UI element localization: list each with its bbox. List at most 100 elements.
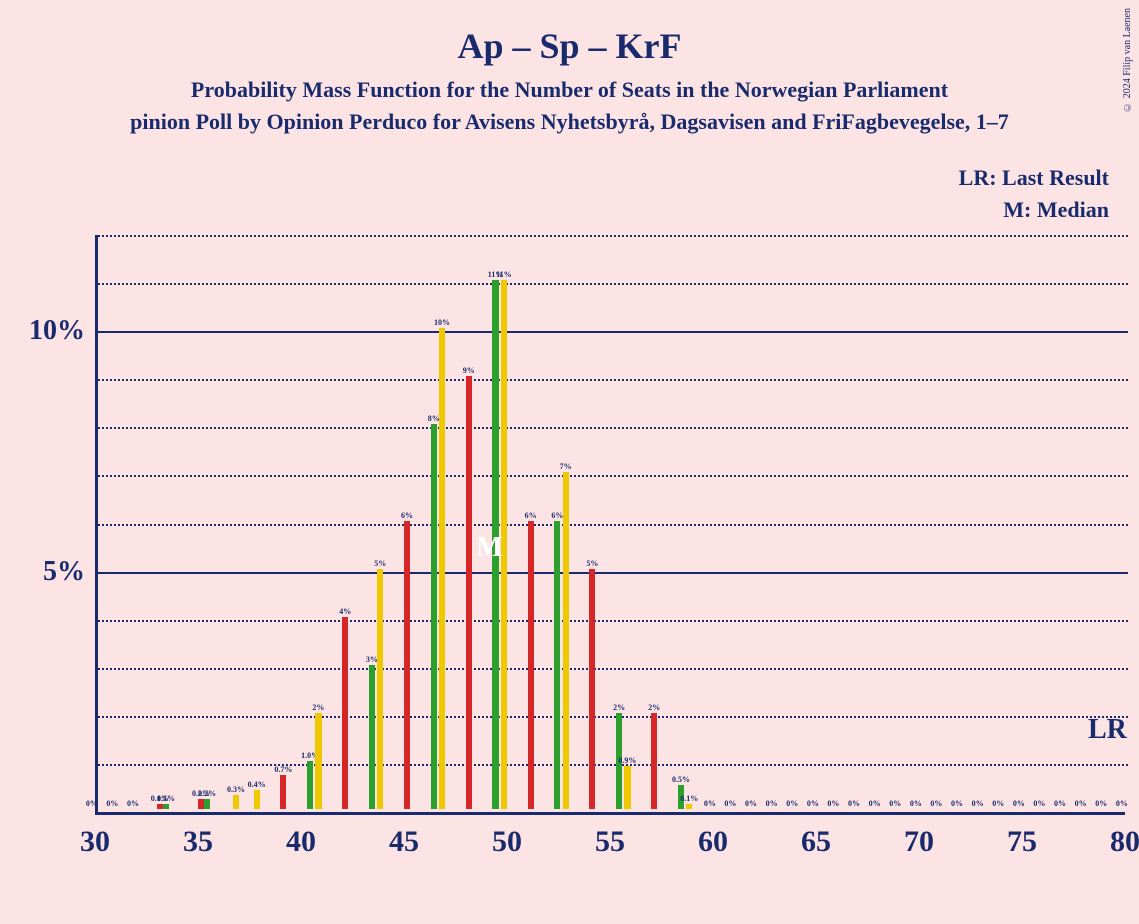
bar-value-label: 10% [434, 318, 450, 327]
bar-value-label: 0% [106, 799, 118, 808]
grid-minor [98, 379, 1128, 381]
bar [554, 521, 560, 810]
bar-value-label: 0% [869, 799, 881, 808]
x-tick-label: 45 [389, 825, 419, 859]
x-tick-label: 80 [1110, 825, 1139, 859]
median-marker: M [476, 532, 502, 564]
bar-value-label: 0% [766, 799, 778, 808]
grid-minor [98, 620, 1128, 622]
bar-value-label: 0% [807, 799, 819, 808]
copyright: © 2024 Filip van Laenen [1122, 8, 1133, 112]
bar-value-label: 0% [889, 799, 901, 808]
lr-marker: LR [1088, 714, 1127, 746]
bar-value-label: 2% [312, 703, 324, 712]
x-tick-label: 60 [698, 825, 728, 859]
x-tick-label: 35 [183, 825, 213, 859]
bar-value-label: 9% [463, 366, 475, 375]
bar-value-label: 2% [613, 703, 625, 712]
grid-minor [98, 668, 1128, 670]
bar-value-label: 0% [827, 799, 839, 808]
bar [431, 424, 437, 809]
y-tick-label: 5% [43, 556, 85, 588]
x-tick-label: 55 [595, 825, 625, 859]
bar [307, 761, 313, 809]
bar [233, 795, 239, 809]
bar [204, 799, 210, 809]
plot: 0%0%0%0.1%0.1%0.2%0.2%0.3%0.4%0.7%1.0%2%… [95, 235, 1125, 815]
grid-minor [98, 283, 1128, 285]
bar-value-label: 0% [1095, 799, 1107, 808]
chart-title: Ap – Sp – KrF [0, 0, 1139, 67]
bar-value-label: 5% [374, 559, 386, 568]
legend-m: M: Median [959, 197, 1109, 223]
bar-value-label: 0.1% [157, 794, 175, 803]
bar-value-label: 0% [86, 799, 98, 808]
bar-value-label: 0.4% [248, 780, 266, 789]
x-tick-label: 40 [286, 825, 316, 859]
bar-value-label: 7% [560, 462, 572, 471]
bar-value-label: 5% [586, 559, 598, 568]
grid-major [98, 572, 1128, 574]
bar [342, 617, 348, 809]
bar-value-label: 0.3% [227, 785, 245, 794]
bar [563, 472, 569, 809]
bar [528, 521, 534, 810]
x-tick-label: 30 [80, 825, 110, 859]
grid-minor [98, 524, 1128, 526]
bar-value-label: 0% [1075, 799, 1087, 808]
bar-value-label: 0% [930, 799, 942, 808]
bar-value-label: 11% [496, 270, 512, 279]
x-tick-label: 70 [904, 825, 934, 859]
bar [254, 790, 260, 809]
bar [466, 376, 472, 809]
bar-value-label: 4% [339, 607, 351, 616]
bar-value-label: 6% [525, 511, 537, 520]
chart-subtitle: Probability Mass Function for the Number… [0, 77, 1139, 103]
bar-value-label: 0% [992, 799, 1004, 808]
bar [280, 775, 286, 809]
bar-value-label: 0% [910, 799, 922, 808]
grid-minor [98, 475, 1128, 477]
grid-major [98, 331, 1128, 333]
grid-minor [98, 235, 1128, 237]
bar-value-label: 0% [786, 799, 798, 808]
bar-value-label: 0% [745, 799, 757, 808]
chart-subtitle2: pinion Poll by Opinion Perduco for Avise… [0, 109, 1139, 135]
bar-value-label: 0% [1054, 799, 1066, 808]
legend: LR: Last Result M: Median [959, 165, 1109, 229]
bar-value-label: 0% [127, 799, 139, 808]
y-tick-label: 10% [29, 315, 85, 347]
x-tick-label: 50 [492, 825, 522, 859]
bar [651, 713, 657, 809]
bar [589, 569, 595, 809]
bar-value-label: 0.2% [198, 789, 216, 798]
bar [404, 521, 410, 810]
grid-minor [98, 716, 1128, 718]
bar [439, 328, 445, 809]
bar-value-label: 0.9% [618, 756, 636, 765]
bar-value-label: 0% [724, 799, 736, 808]
bar-value-label: 2% [648, 703, 660, 712]
bar-value-label: 0% [1116, 799, 1128, 808]
bar-value-label: 0.5% [672, 775, 690, 784]
x-tick-label: 75 [1007, 825, 1037, 859]
x-tick-label: 65 [801, 825, 831, 859]
grid-minor [98, 764, 1128, 766]
bar-value-label: 0% [704, 799, 716, 808]
bar-value-label: 0% [848, 799, 860, 808]
bar [686, 804, 692, 809]
bar-value-label: 0.7% [274, 765, 292, 774]
bar [377, 569, 383, 809]
bar [163, 804, 169, 809]
bar-value-label: 0% [1033, 799, 1045, 808]
bar-value-label: 0% [972, 799, 984, 808]
bar [315, 713, 321, 809]
bar-value-label: 6% [401, 511, 413, 520]
legend-lr: LR: Last Result [959, 165, 1109, 191]
bar-value-label: 0% [1013, 799, 1025, 808]
bar [369, 665, 375, 809]
grid-minor [98, 427, 1128, 429]
chart-area: 0%0%0%0.1%0.1%0.2%0.2%0.3%0.4%0.7%1.0%2%… [95, 235, 1125, 815]
bar-value-label: 0.1% [680, 794, 698, 803]
bar [624, 766, 630, 809]
